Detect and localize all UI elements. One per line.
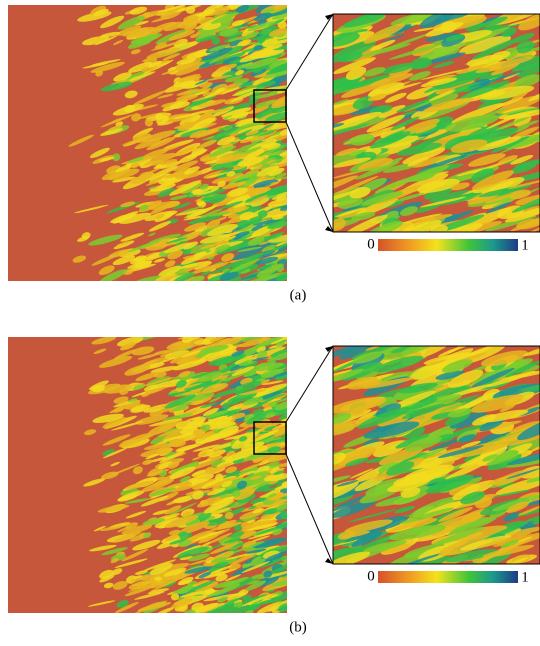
arrow-head	[325, 14, 333, 20]
colorbar-max: 1	[521, 569, 529, 585]
zoom-connector	[286, 14, 333, 90]
panel-label: (b)	[289, 619, 307, 635]
zoom-connector	[286, 454, 333, 564]
colorbar-max: 1	[521, 237, 529, 253]
colorbar	[378, 239, 518, 251]
panel: 0 1 (a)	[8, 0, 540, 303]
texture	[311, 331, 540, 576]
texture	[8, 331, 303, 621]
panel: 0 1 (b)	[8, 331, 540, 635]
arrow-head	[325, 346, 333, 352]
colorbar	[378, 571, 518, 583]
colorbar-min: 0	[367, 236, 375, 252]
texture	[8, 0, 303, 288]
figure: 0 1 (a) 0 1 (b)	[0, 0, 540, 641]
zoom-connector	[286, 122, 333, 232]
texture	[305, 0, 540, 241]
colorbar-min: 0	[367, 568, 375, 584]
zoom-connector	[286, 346, 333, 422]
panel-label: (a)	[290, 287, 307, 303]
